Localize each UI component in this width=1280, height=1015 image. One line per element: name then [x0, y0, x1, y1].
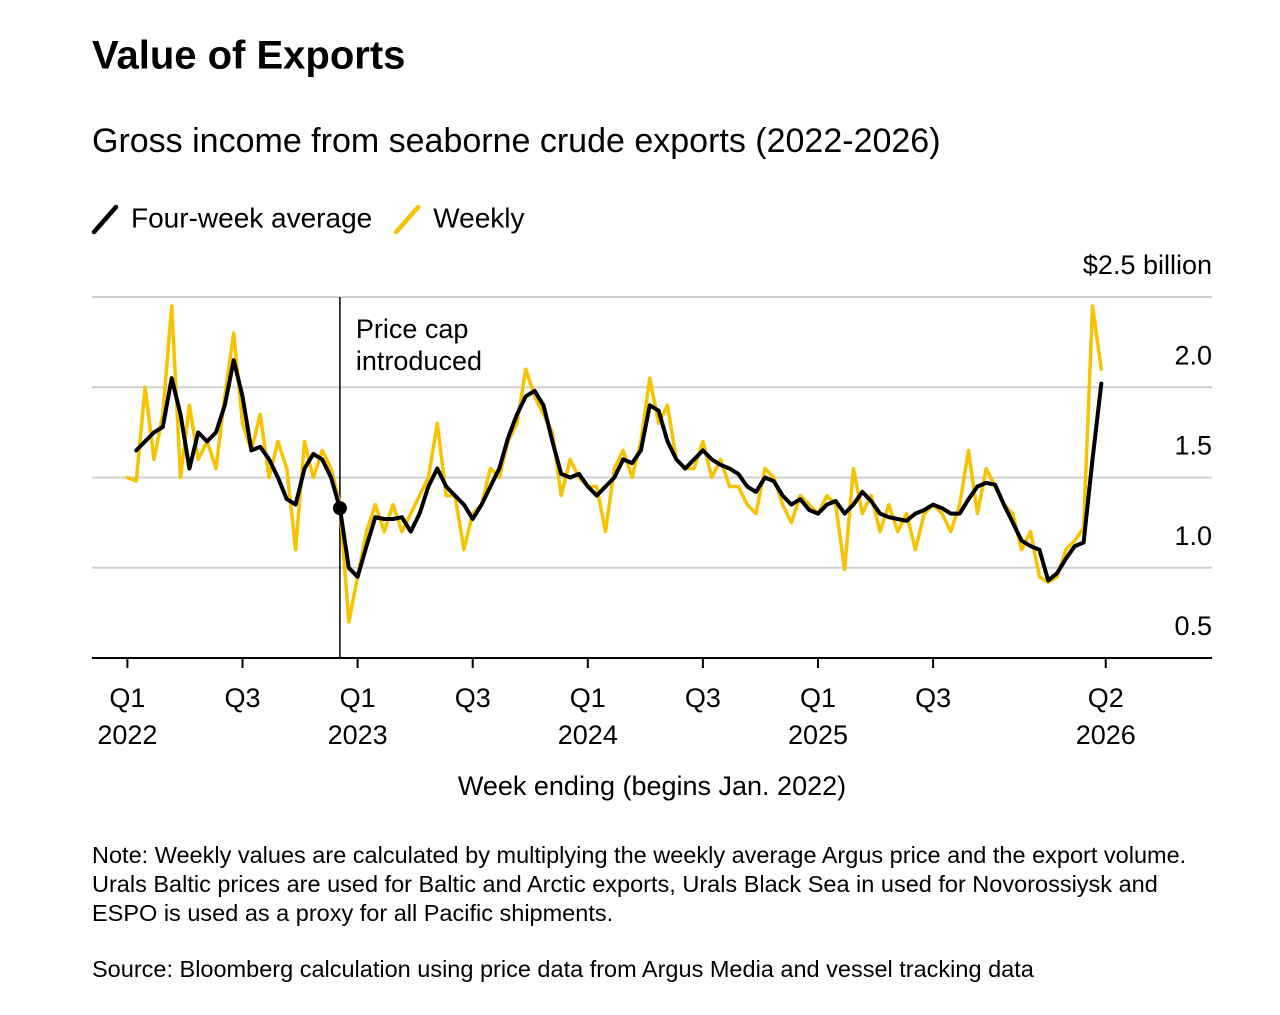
annotation-text: introduced	[356, 346, 482, 376]
note: Note: Weekly values are calculated by mu…	[92, 842, 1187, 926]
x-tick-label: Q1	[340, 683, 376, 713]
x-tick-year: 2025	[788, 720, 848, 750]
y-tick-label: $2.5 billion	[1083, 250, 1212, 280]
x-tick-label: Q1	[570, 683, 606, 713]
legend-swatch	[393, 204, 421, 235]
x-axis-label: Week ending (begins Jan. 2022)	[458, 771, 846, 801]
series-line	[134, 358, 1104, 583]
x-tick-label: Q3	[455, 683, 491, 713]
annotation-dot	[332, 501, 347, 516]
x-tick-year: 2023	[328, 720, 388, 750]
legend-swatch	[91, 204, 119, 235]
annotation-text: Price cap	[356, 314, 469, 344]
chart-title: Value of Exports	[92, 34, 405, 78]
x-tick-label: Q2	[1088, 683, 1124, 713]
x-tick-label: Q3	[915, 683, 951, 713]
x-tick-label: Q3	[224, 683, 260, 713]
y-tick-label: 0.5	[1174, 611, 1212, 641]
x-tick-label: Q1	[109, 683, 145, 713]
legend-label: Four-week average	[131, 202, 372, 233]
x-tick-label: Q3	[685, 683, 721, 713]
legend-label: Weekly	[433, 202, 524, 233]
x-tick-year: 2022	[97, 720, 157, 750]
y-tick-label: 1.5	[1174, 431, 1212, 461]
chart: Value of Exports Gross income from seabo…	[91, 34, 1212, 801]
source: Source: Bloomberg calculation using pric…	[92, 956, 1034, 982]
series-line	[125, 304, 1104, 624]
x-tick-year: 2024	[558, 720, 618, 750]
y-tick-label: 1.0	[1174, 521, 1212, 551]
x-tick-label: Q1	[800, 683, 836, 713]
y-tick-label: 2.0	[1174, 340, 1212, 370]
x-tick-year: 2026	[1076, 720, 1136, 750]
chart-subtitle: Gross income from seaborne crude exports…	[92, 122, 941, 160]
